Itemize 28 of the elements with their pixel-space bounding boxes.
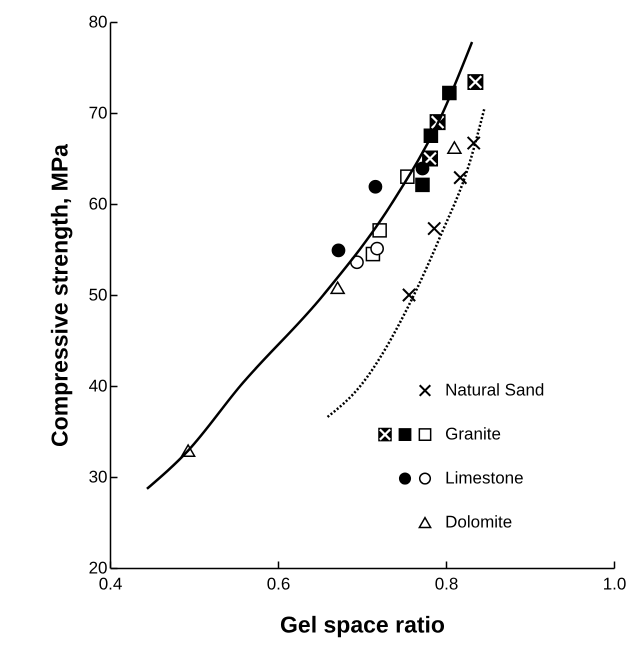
point <box>368 180 382 194</box>
point <box>402 288 416 302</box>
point <box>416 162 430 176</box>
y-tick-label: 30 <box>88 468 108 486</box>
y-tick-label: 50 <box>88 286 108 304</box>
x-tick-label: 0.6 <box>266 574 290 594</box>
point <box>415 178 430 192</box>
point <box>453 170 468 185</box>
point <box>447 141 462 154</box>
x-axis-title: Gel space ratio <box>280 612 445 638</box>
x-tick-label: 0.4 <box>98 574 122 594</box>
x-tick-label: 0.8 <box>434 574 458 594</box>
y-tick-label: 40 <box>88 376 108 396</box>
y-tick-label: 80 <box>88 12 108 32</box>
x-tick-label: 1.0 <box>602 574 626 594</box>
legend-label: Granite <box>445 424 501 444</box>
y-axis-title: Compressive strength, MPa <box>46 144 73 447</box>
legend-label: Dolomite <box>445 512 512 532</box>
point <box>427 221 442 236</box>
y-tick-label: 60 <box>88 194 108 214</box>
y-tick-label: 70 <box>88 104 108 122</box>
legend-label: Natural Sand <box>445 380 544 400</box>
point <box>332 244 346 258</box>
y-tick-label: 20 <box>88 558 108 578</box>
point <box>466 136 481 150</box>
legend-label: Limestone <box>445 468 524 488</box>
point <box>370 242 384 256</box>
point <box>330 281 345 294</box>
